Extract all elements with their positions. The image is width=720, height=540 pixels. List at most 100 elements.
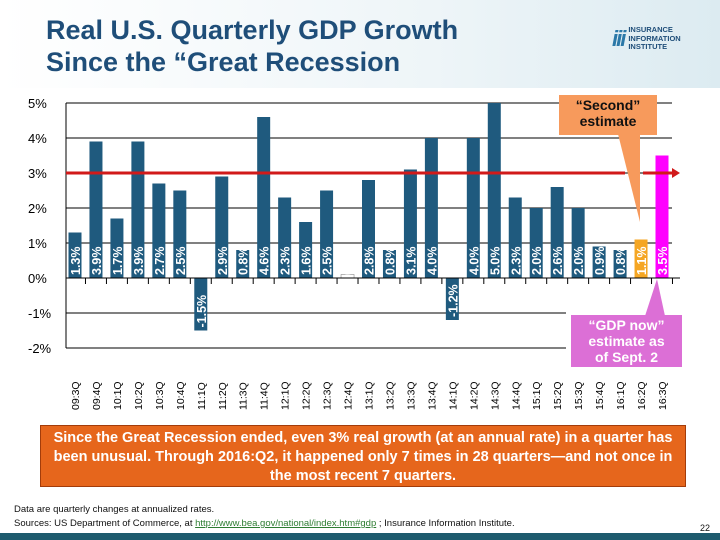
title-line-1: Real U.S. Quarterly GDP Growth: [46, 15, 459, 45]
logo-line: INSTITUTE: [628, 42, 668, 52]
x-tick-label: 14:1Q: [447, 381, 459, 410]
data-label: -1.2%: [446, 284, 460, 317]
data-label: 5.0%: [488, 247, 502, 276]
data-label: 3.9%: [132, 247, 146, 276]
x-tick-label: 09:3Q: [70, 381, 82, 410]
x-tick-label: 11:4Q: [259, 382, 271, 410]
footer-notes: Data are quarterly changes at annualized…: [14, 503, 515, 531]
data-label: 2.6%: [551, 247, 565, 276]
data-label: 2.5%: [174, 247, 188, 276]
bar: [131, 141, 145, 278]
y-tick-label: 5%: [28, 96, 47, 111]
data-label: 1.6%: [300, 247, 314, 276]
x-tick-label: 10:3Q: [154, 381, 166, 410]
title-line-2: Since the “Great Recession: [46, 47, 401, 77]
x-tick-label: 11:3Q: [238, 382, 250, 410]
page-number: 22: [700, 523, 711, 533]
bar: [278, 197, 292, 278]
data-label: 1.7%: [111, 247, 125, 276]
x-tick-label: 10:2Q: [133, 381, 145, 410]
bar: [236, 250, 250, 278]
y-tick-label: 2%: [28, 201, 47, 216]
logo-line: INFORMATION: [628, 33, 681, 43]
logo-line: INSURANCE: [628, 25, 673, 35]
data-label: 0.8%: [614, 247, 628, 276]
y-tick-label: 0%: [28, 271, 47, 286]
header-background: [0, 0, 720, 88]
data-label: 2.8%: [363, 247, 377, 276]
bar: [89, 141, 103, 278]
bar: [592, 246, 606, 278]
x-tick-label: 15:2Q: [552, 381, 564, 410]
data-label: 0.8%: [237, 246, 251, 275]
callout-text: estimate: [579, 113, 637, 129]
sources-text: ; Insurance Information Institute.: [376, 518, 515, 529]
bar: [173, 190, 187, 278]
bar: [215, 176, 229, 278]
logo-mark: iii: [612, 26, 626, 51]
data-label: 0.1%: [342, 247, 356, 276]
data-label: 3.9%: [90, 247, 104, 276]
data-label: 4.0%: [425, 247, 439, 276]
bar: [299, 222, 313, 278]
bar: [508, 197, 522, 278]
bar: [403, 169, 417, 278]
data-label: 3.5%: [656, 247, 670, 276]
x-tick-label: 14:2Q: [468, 381, 480, 410]
iii-logo: iii INSURANCE INFORMATION INSTITUTE: [612, 26, 681, 52]
y-tick-label: 3%: [28, 166, 47, 181]
data-label: 4.0%: [467, 247, 481, 276]
bar: [613, 250, 627, 278]
data-label: -1.5%: [195, 295, 209, 328]
y-tick-label: -2%: [28, 341, 52, 356]
x-tick-label: 16:3Q: [657, 381, 669, 410]
bar: [382, 250, 396, 278]
bea-link[interactable]: http://www.bea.gov/national/index.htm#gd…: [195, 518, 377, 529]
second-estimate-pointer: [618, 134, 640, 222]
data-label: 2.5%: [321, 247, 335, 276]
x-tick-label: 09:4Q: [91, 381, 103, 410]
bar: [655, 155, 669, 278]
data-label: 2.3%: [509, 247, 523, 276]
callout-text: of Sept. 2: [594, 349, 658, 365]
data-label: 0.9%: [593, 247, 607, 276]
x-tick-label: 13:3Q: [405, 381, 417, 410]
data-label: 0.8%: [383, 247, 397, 276]
page-title: Real U.S. Quarterly GDP Growth Since the…: [46, 14, 458, 78]
data-label: 2.0%: [530, 247, 544, 276]
data-label: 4.6%: [258, 247, 272, 276]
bar: [110, 218, 124, 278]
x-tick-label: 15:1Q: [531, 381, 543, 410]
gdp-now-callout: “GDP now” estimate as of Sept. 2: [571, 315, 682, 367]
x-tick-label: 16:1Q: [615, 381, 627, 410]
callout-text: “Second”: [575, 97, 641, 113]
callout-text: estimate as: [588, 333, 665, 349]
y-tick-label: 4%: [28, 131, 47, 146]
x-tick-label: 15:4Q: [594, 381, 606, 410]
bottom-bar: [0, 533, 720, 540]
bar: [634, 239, 648, 278]
data-label: 2.3%: [279, 247, 293, 276]
x-tick-label: 10:1Q: [112, 381, 124, 410]
x-tick-label: 11:2Q: [217, 382, 229, 410]
bar: [257, 117, 271, 278]
x-tick-label: 13:1Q: [364, 381, 376, 410]
data-label: 3.1%: [404, 247, 418, 276]
arrowhead: [672, 168, 680, 178]
x-tick-label: 12:3Q: [322, 381, 334, 410]
bar: [550, 187, 564, 278]
x-tick-label: 14:3Q: [489, 381, 501, 410]
x-tick-label: 10:4Q: [175, 381, 187, 410]
y-tick-label: 1%: [28, 236, 47, 251]
x-tick-label: 13:4Q: [426, 381, 438, 410]
bar: [445, 278, 459, 320]
bar: [362, 180, 375, 278]
callout-text: “GDP now”: [588, 317, 665, 333]
second-estimate-callout: “Second” estimate: [559, 95, 657, 135]
data-label: 1.1%: [635, 247, 649, 276]
x-tick-label: 15:3Q: [573, 381, 585, 410]
x-tick-label: 11:1Q: [196, 382, 208, 410]
bar: [320, 190, 334, 278]
y-tick-label: -1%: [28, 306, 52, 321]
bar: [487, 103, 501, 278]
